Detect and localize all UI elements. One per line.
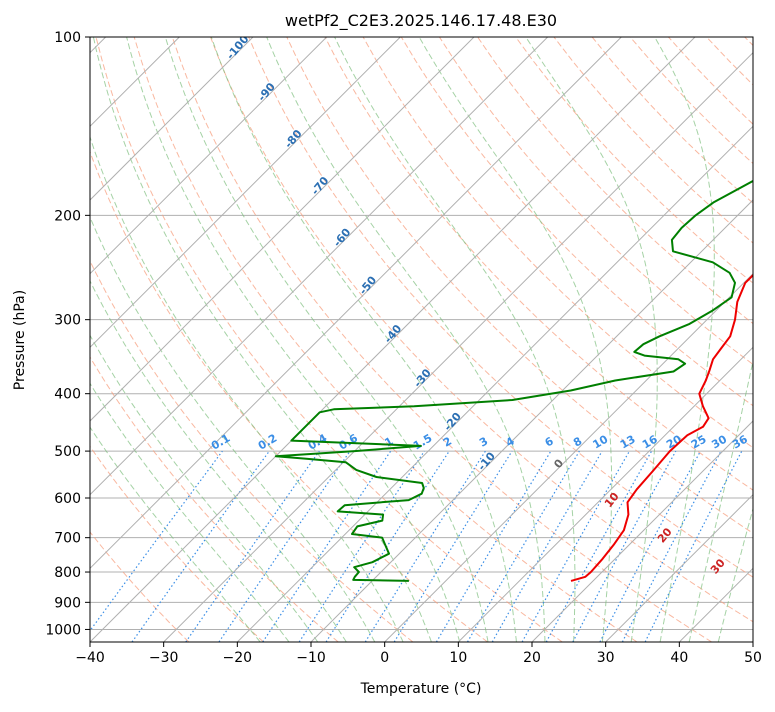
y-tick-label: 200 [54,208,81,224]
x-tick-label: −30 [149,650,179,666]
y-tick-label: 100 [54,30,81,46]
y-tick-label: 1000 [45,622,81,638]
y-tick-label: 800 [54,565,81,581]
x-axis-label: Temperature (°C) [360,681,482,697]
x-tick-label: 10 [449,650,467,666]
y-tick-label: 300 [54,313,81,329]
y-axis-label: Pressure (hPa) [12,290,28,390]
chart-title: wetPf2_C2E3.2025.146.17.48.E30 [285,11,557,31]
x-tick-label: 0 [380,650,389,666]
x-tick-label: 50 [744,650,762,666]
x-tick-label: 40 [670,650,688,666]
x-tick-label: 20 [523,650,541,666]
x-tick-label: 30 [597,650,615,666]
y-tick-label: 500 [54,444,81,460]
y-tick-label: 400 [54,387,81,403]
y-tick-label: 700 [54,531,81,547]
y-tick-label: 900 [54,595,81,611]
y-tick-label: 600 [54,491,81,507]
x-tick-label: −20 [223,650,253,666]
x-tick-label: −10 [296,650,326,666]
x-tick-label: −40 [75,650,105,666]
